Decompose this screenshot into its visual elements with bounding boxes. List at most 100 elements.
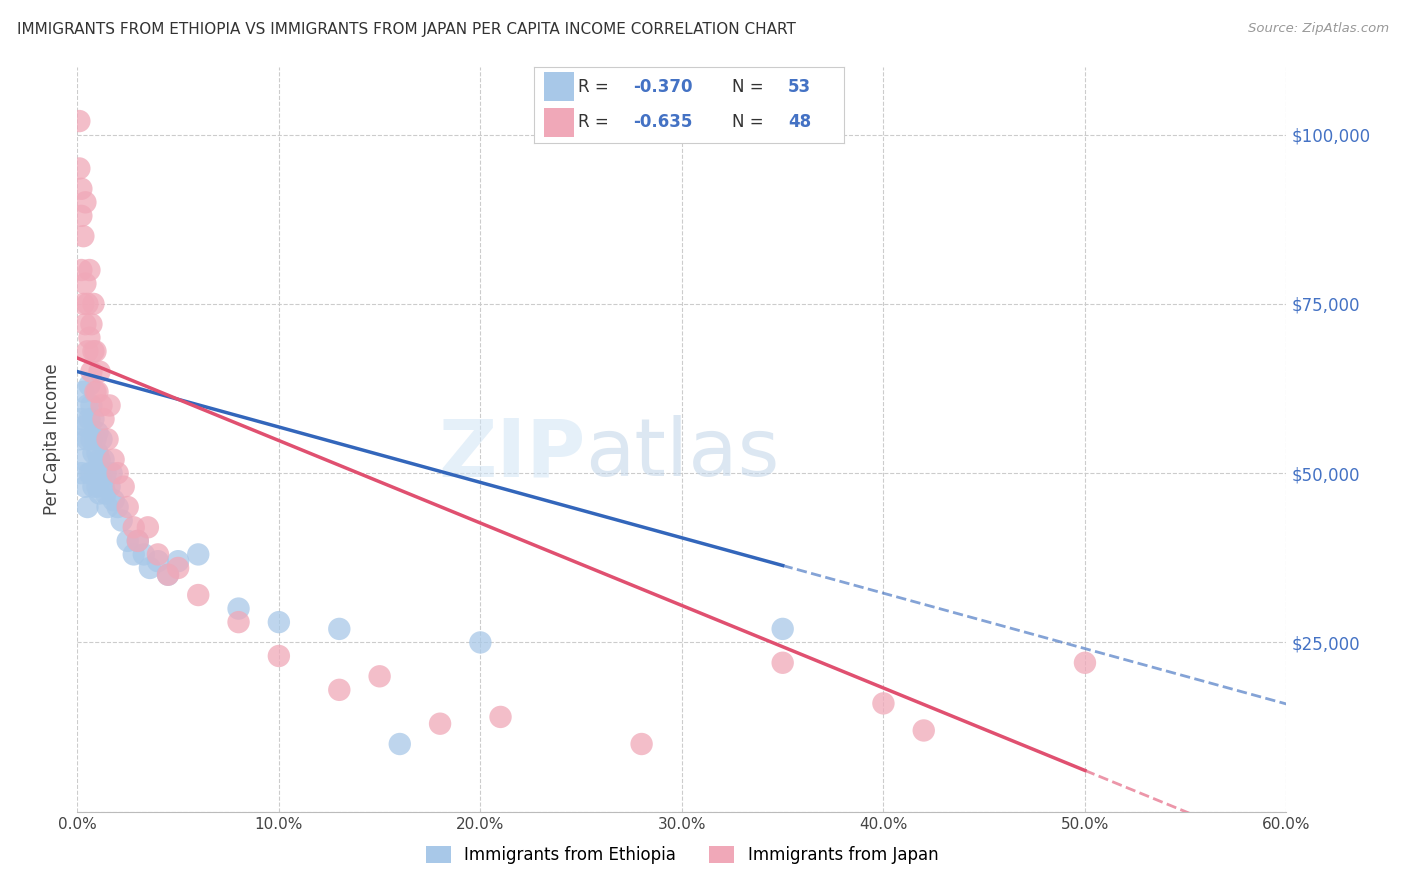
Point: [228, 601, 250, 615]
Point: [82, 446, 104, 460]
Point: [157, 567, 180, 582]
Point: [136, 520, 159, 534]
Point: [76, 433, 98, 447]
Point: [912, 723, 935, 738]
Point: [70, 466, 93, 480]
Point: [267, 648, 290, 663]
Text: N =: N =: [733, 113, 769, 131]
Point: [75, 277, 97, 291]
Point: [89, 486, 111, 500]
Point: [84, 384, 107, 399]
Point: [93, 452, 115, 467]
Point: [146, 548, 169, 562]
Point: [89, 452, 111, 467]
Point: [112, 480, 135, 494]
Point: [82, 480, 104, 494]
Point: [167, 554, 190, 568]
Legend: Immigrants from Ethiopia, Immigrants from Japan: Immigrants from Ethiopia, Immigrants fro…: [419, 838, 945, 871]
Y-axis label: Per Capita Income: Per Capita Income: [44, 364, 62, 515]
Point: [76, 344, 98, 359]
Point: [67, 433, 90, 447]
Point: [75, 480, 97, 494]
Point: [79, 412, 101, 426]
Point: [72, 229, 94, 244]
Point: [100, 466, 122, 480]
Point: [103, 493, 125, 508]
Point: [117, 500, 139, 514]
Text: R =: R =: [578, 78, 613, 95]
Point: [132, 548, 155, 562]
Point: [96, 433, 118, 447]
Point: [82, 297, 104, 311]
Point: [94, 486, 117, 500]
Point: [93, 480, 115, 494]
Point: [90, 433, 112, 447]
Point: [76, 297, 98, 311]
Point: [94, 466, 117, 480]
Point: [187, 588, 209, 602]
FancyBboxPatch shape: [544, 108, 575, 136]
Text: -0.370: -0.370: [633, 78, 693, 95]
Point: [98, 480, 121, 494]
Point: [76, 399, 98, 413]
Text: N =: N =: [733, 78, 769, 95]
Point: [67, 161, 90, 176]
Text: R =: R =: [578, 113, 613, 131]
Text: ZIP: ZIP: [437, 415, 585, 493]
Point: [107, 500, 129, 514]
Point: [122, 520, 145, 534]
Point: [72, 452, 94, 467]
Point: [75, 317, 97, 331]
Point: [70, 182, 93, 196]
Point: [72, 384, 94, 399]
Point: [489, 710, 512, 724]
Point: [79, 378, 101, 392]
Point: [90, 466, 112, 480]
Point: [111, 514, 134, 528]
Point: [328, 622, 350, 636]
Point: [80, 399, 103, 413]
Text: 53: 53: [787, 78, 811, 95]
Point: [187, 548, 209, 562]
Point: [228, 615, 250, 629]
Point: [70, 209, 93, 223]
Text: atlas: atlas: [585, 415, 779, 493]
Text: -0.635: -0.635: [633, 113, 693, 131]
Text: IMMIGRANTS FROM ETHIOPIA VS IMMIGRANTS FROM JAPAN PER CAPITA INCOME CORRELATION : IMMIGRANTS FROM ETHIOPIA VS IMMIGRANTS F…: [17, 22, 796, 37]
Point: [127, 533, 149, 548]
Point: [80, 433, 103, 447]
Point: [146, 554, 169, 568]
Point: [103, 452, 125, 467]
Point: [86, 384, 108, 399]
Point: [470, 635, 492, 649]
Point: [86, 425, 108, 440]
Point: [84, 466, 107, 480]
Point: [76, 500, 98, 514]
FancyBboxPatch shape: [544, 72, 575, 101]
Text: Source: ZipAtlas.com: Source: ZipAtlas.com: [1249, 22, 1389, 36]
Point: [96, 500, 118, 514]
Point: [772, 656, 794, 670]
Point: [429, 716, 451, 731]
Point: [84, 433, 107, 447]
Point: [117, 533, 139, 548]
Point: [157, 567, 180, 582]
Point: [368, 669, 391, 683]
Point: [82, 412, 104, 426]
Point: [70, 412, 93, 426]
Point: [122, 548, 145, 562]
Point: [93, 412, 115, 426]
Point: [80, 365, 103, 379]
Point: [72, 297, 94, 311]
Point: [98, 399, 121, 413]
Point: [79, 263, 101, 277]
Point: [267, 615, 290, 629]
Point: [80, 317, 103, 331]
Point: [89, 365, 111, 379]
Point: [328, 682, 350, 697]
Point: [1074, 656, 1097, 670]
Point: [75, 418, 97, 433]
Point: [70, 263, 93, 277]
Point: [167, 561, 190, 575]
Point: [872, 697, 894, 711]
